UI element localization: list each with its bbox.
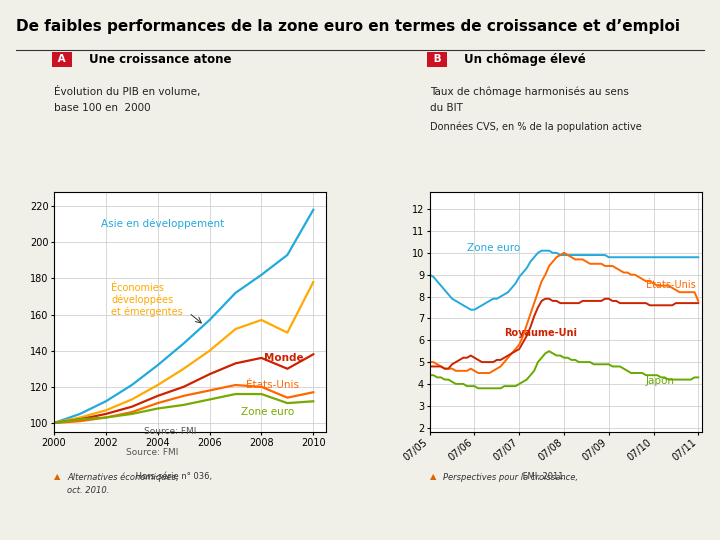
Text: Taux de chômage harmonisés au sens: Taux de chômage harmonisés au sens (430, 86, 629, 97)
Text: B: B (430, 55, 445, 64)
Text: oct. 2010.: oct. 2010. (67, 486, 109, 495)
Text: Perspectives pour la croissance,: Perspectives pour la croissance, (443, 472, 577, 482)
Text: Économies
développées
et émergentes: Économies développées et émergentes (111, 283, 183, 318)
Text: États-Unis: États-Unis (646, 280, 696, 289)
Text: Zone euro: Zone euro (467, 244, 521, 253)
Text: Zone euro: Zone euro (240, 407, 294, 417)
Text: De faibles performances de la zone euro en termes de croissance et d’emploi: De faibles performances de la zone euro … (16, 19, 680, 34)
Text: États-Unis: États-Unis (246, 380, 299, 390)
Text: Évolution du PIB en volume,: Évolution du PIB en volume, (54, 86, 200, 97)
Text: FMI, 2011.: FMI, 2011. (520, 472, 566, 482)
Text: Royaume-Uni: Royaume-Uni (504, 328, 577, 338)
Text: Monde: Monde (264, 353, 304, 363)
Text: Données CVS, en % de la population active: Données CVS, en % de la population activ… (430, 122, 642, 132)
Text: Une croissance atone: Une croissance atone (89, 53, 231, 66)
Text: Source: FMI: Source: FMI (145, 428, 197, 436)
Text: du BIT: du BIT (430, 103, 463, 113)
Text: Hors-série n° 036,: Hors-série n° 036, (133, 472, 212, 482)
Text: Source: FMI: Source: FMI (126, 448, 179, 457)
Text: Alternatives économiques,: Alternatives économiques, (67, 472, 179, 482)
Text: ▲: ▲ (54, 472, 63, 482)
Text: Un chômage élevé: Un chômage élevé (464, 53, 586, 66)
Text: Asie en développement: Asie en développement (102, 219, 225, 230)
Text: ▲: ▲ (430, 472, 439, 482)
Text: A: A (54, 55, 69, 64)
Text: Japon: Japon (646, 376, 675, 386)
Text: base 100 en  2000: base 100 en 2000 (54, 103, 150, 113)
